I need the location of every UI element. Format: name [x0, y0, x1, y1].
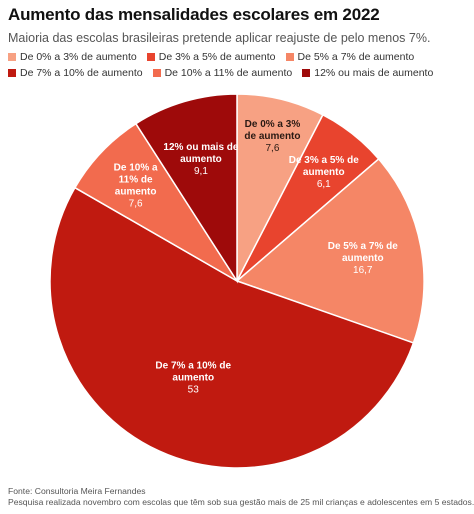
legend-swatch-0-3	[8, 53, 16, 61]
legend-row-2: De 7% a 10% de aumento De 10% a 11% de a…	[8, 65, 468, 81]
slice-label-text-2-2: aumento	[303, 167, 345, 178]
slice-label-text-1-1: De 0% a 3%	[245, 119, 301, 130]
legend-swatch-12-plus	[302, 69, 311, 77]
pie-slice-4	[49, 186, 415, 469]
chart-title: Aumento das mensalidades escolares em 20…	[8, 5, 380, 24]
legend-item-3-5: De 3% a 5% de aumento	[146, 51, 276, 63]
pie-slice-6	[134, 93, 238, 284]
legend-label-5-7: De 5% a 7% de aumento	[297, 51, 415, 63]
legend-label-3-5: De 3% a 5% de aumento	[158, 51, 276, 63]
legend-label-0-3: De 0% a 3% de aumento	[20, 51, 137, 63]
legend-label-7-10: De 7% a 10% de aumento	[20, 67, 143, 79]
slice-label-text-5-3: aumento	[115, 186, 157, 197]
slice-label-text-3-1: De 5% a 7% de	[328, 241, 398, 252]
chart-subtitle: Maioria das escolas brasileiras pretende…	[8, 31, 431, 45]
slice-label-text-4-2: aumento	[172, 372, 214, 383]
legend-swatch-7-10	[8, 69, 16, 77]
legend-item-5-7: De 5% a 7% de aumento	[285, 51, 415, 63]
legend-swatch-10-11	[152, 69, 161, 77]
slice-value-3: 16,7	[353, 265, 373, 276]
slice-label-text-4-1: De 7% a 10% de	[155, 360, 231, 371]
legend-row-1: De 0% a 3% de aumento De 3% a 5% de aume…	[8, 49, 468, 65]
footer-source: Fonte: Consultoria Meira Fernandes	[8, 486, 146, 496]
legend-item-12-plus: 12% ou mais de aumento	[302, 67, 433, 79]
slice-label-text-6-1: 12% ou mais de	[163, 142, 238, 153]
legend-item-0-3: De 0% a 3% de aumento	[8, 51, 137, 63]
slice-label-text-1-2: de aumento	[244, 131, 300, 142]
slice-value-4: 53	[188, 384, 200, 395]
legend-swatch-5-7	[285, 53, 294, 61]
slice-value-2: 6,1	[317, 179, 331, 190]
legend: De 0% a 3% de aumento De 3% a 5% de aume…	[8, 49, 468, 81]
legend-label-10-11: De 10% a 11% de aumento	[164, 67, 293, 79]
slice-label-text-6-2: aumento	[180, 154, 222, 165]
footer-note: Pesquisa realizada novembro com escolas …	[8, 497, 474, 507]
slice-value-1: 7,6	[265, 143, 279, 154]
legend-label-12-plus: 12% ou mais de aumento	[314, 67, 434, 79]
slice-value-6: 9,1	[194, 166, 208, 177]
legend-item-7-10: De 7% a 10% de aumento	[8, 67, 143, 79]
legend-swatch-3-5	[146, 53, 155, 61]
slice-label-text-5-2: 11% de	[119, 174, 153, 185]
slice-label-text-2-1: De 3% a 5% de	[289, 155, 359, 166]
slice-value-5: 7,6	[129, 198, 143, 209]
slice-label-text-5-1: De 10% a	[114, 162, 158, 173]
slice-label-text-3-2: aumento	[342, 253, 384, 264]
legend-item-10-11: De 10% a 11% de aumento	[152, 67, 293, 79]
footer: Fonte: Consultoria Meira Fernandes Pesqu…	[8, 486, 474, 508]
